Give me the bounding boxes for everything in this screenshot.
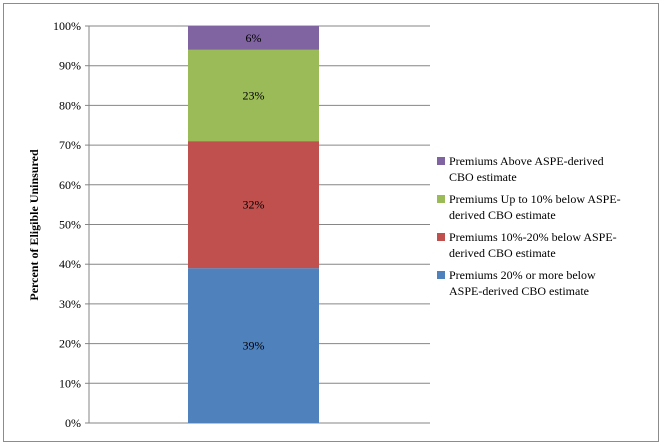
legend-swatch — [437, 271, 445, 279]
legend-label-line2: CBO estimate — [449, 170, 517, 184]
legend-item-up-to-10: Premiums Up to 10% below ASPE- derived C… — [437, 191, 652, 223]
bar-segment — [188, 49, 319, 142]
legend-label-line2: derived CBO estimate — [449, 246, 556, 260]
bar-segments — [188, 26, 319, 423]
data-label: 23% — [243, 88, 265, 102]
legend-item-above: Premiums Above ASPE-derived CBO estimate — [437, 153, 652, 185]
data-label: 32% — [243, 198, 265, 212]
y-axis-label: Percent of Eligible Uninsured — [27, 149, 41, 301]
legend-label-line1: Premiums 10%-20% below ASPE- — [449, 230, 617, 244]
y-tick-label: 80% — [59, 98, 81, 112]
legend-swatch — [437, 233, 445, 241]
legend-label-line2: ASPE-derived CBO estimate — [449, 284, 589, 298]
y-tick-label: 30% — [59, 297, 81, 311]
legend-label-line1: Premiums Above ASPE-derived — [449, 154, 604, 168]
y-tick-label: 90% — [59, 59, 81, 73]
data-labels: 39% 32% 23% 6% — [243, 31, 265, 353]
data-label: 39% — [243, 339, 265, 353]
bar-segment — [188, 26, 319, 50]
y-tick-label: 40% — [59, 257, 81, 271]
legend-swatch — [437, 157, 445, 165]
legend: Premiums Above ASPE-derived CBO estimate… — [437, 153, 652, 305]
y-tick-label: 70% — [59, 138, 81, 152]
bar-segment — [188, 141, 319, 269]
chart-frame — [3, 3, 659, 442]
y-tick-label: 10% — [59, 376, 81, 390]
y-tick-label: 20% — [59, 337, 81, 351]
y-tick-label: 0% — [65, 416, 81, 430]
data-label: 6% — [246, 31, 262, 45]
y-tick-label: 100% — [53, 19, 81, 33]
legend-item-10-20: Premiums 10%-20% below ASPE- derived CBO… — [437, 229, 652, 261]
legend-label-line2: derived CBO estimate — [449, 208, 556, 222]
legend-swatch — [437, 195, 445, 203]
legend-label-line1: Premiums Up to 10% below ASPE- — [449, 192, 621, 206]
legend-label-line1: Premiums 20% or more below — [449, 268, 596, 282]
legend-item-20-plus: Premiums 20% or more below ASPE-derived … — [437, 267, 652, 299]
y-tick-label: 50% — [59, 218, 81, 232]
y-axis-ticks: 0% 10% 20% 30% 40% 50% 60% 70% 80% 90% 100% — [53, 19, 89, 430]
bar-segment — [188, 268, 319, 423]
y-tick-label: 60% — [59, 178, 81, 192]
